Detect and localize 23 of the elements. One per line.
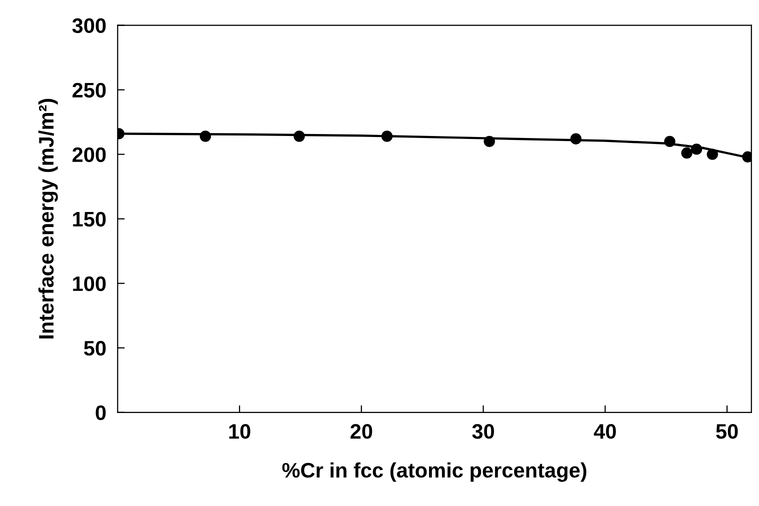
y-tick-label: 50 bbox=[84, 340, 106, 356]
y-tick-label: 300 bbox=[72, 18, 106, 34]
x-axis-title: %Cr in fcc (atomic percentage) bbox=[282, 462, 586, 482]
y-tick-label: 200 bbox=[72, 147, 106, 162]
point bbox=[381, 130, 393, 142]
point bbox=[664, 136, 676, 148]
point bbox=[200, 130, 212, 142]
y-tick-label: 150 bbox=[73, 212, 106, 227]
point bbox=[294, 130, 305, 142]
x-tick-label: 20 bbox=[350, 424, 372, 439]
y-tick-label: 100 bbox=[73, 276, 106, 292]
y-tick-label: 0 bbox=[96, 405, 106, 420]
point bbox=[570, 133, 582, 144]
x-tick-label: 10 bbox=[229, 424, 250, 439]
x-tick-label: 50 bbox=[716, 424, 738, 439]
point bbox=[484, 136, 495, 148]
point bbox=[681, 147, 692, 159]
x-tick-label: 30 bbox=[472, 424, 494, 439]
y-tick-label: 250 bbox=[72, 82, 106, 98]
y-axis-title: Interface energy (mJ/m²) bbox=[38, 98, 58, 338]
point bbox=[706, 148, 718, 160]
point bbox=[690, 144, 702, 155]
x-tick-label: 40 bbox=[594, 424, 616, 439]
